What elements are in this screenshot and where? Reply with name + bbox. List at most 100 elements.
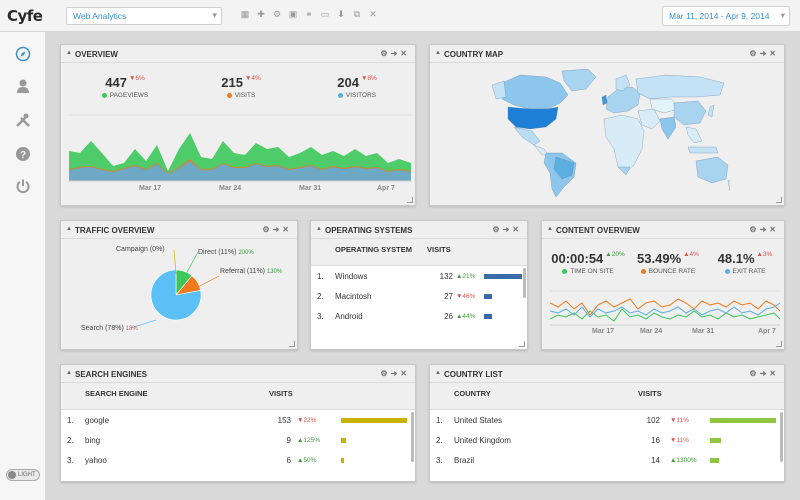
close-icon[interactable]: ✕ [369, 9, 377, 19]
widget-header[interactable]: ▲ OPERATING SYSTEMS ⚙➜✕ [311, 221, 527, 239]
map-africa[interactable] [603, 114, 645, 174]
scrollbar[interactable] [523, 268, 526, 298]
grid-icon[interactable]: ▦ [240, 9, 250, 19]
link-icon[interactable]: ⚭ [305, 9, 313, 19]
close-icon[interactable]: ✕ [769, 369, 779, 378]
map-mexico[interactable] [513, 126, 541, 146]
download-icon[interactable]: ⬇ [337, 9, 345, 19]
map-new-zealand[interactable] [727, 179, 730, 192]
world-map[interactable] [490, 69, 730, 199]
monitor-icon[interactable]: ▭ [320, 9, 330, 19]
copy-icon[interactable]: ⧉ [353, 9, 361, 19]
collapse-icon[interactable]: ▲ [435, 50, 441, 56]
table-row[interactable]: 2. bing 9 ▲125% [61, 430, 415, 450]
widget-header[interactable]: ▲ SEARCH ENGINES ⚙➜✕ [61, 365, 415, 383]
collapse-icon[interactable]: ▲ [66, 370, 72, 376]
map-south-africa[interactable] [617, 166, 631, 176]
close-icon[interactable]: ✕ [512, 225, 522, 234]
dashboard-select[interactable]: Web Analytics ▾ [66, 7, 222, 25]
power-icon[interactable] [12, 178, 34, 200]
resize-handle[interactable] [407, 197, 413, 203]
map-usa[interactable] [507, 106, 559, 130]
table-row[interactable]: 3. Brazil 14 ▲1300% [430, 450, 784, 470]
column-header-os[interactable]: OPERATING SYSTEM [335, 245, 412, 254]
column-header-visits[interactable]: VISITS [638, 389, 662, 398]
pie-slice-3[interactable] [150, 269, 202, 321]
map-india[interactable] [659, 116, 677, 140]
gear-icon[interactable]: ⚙ [749, 49, 760, 58]
table-row[interactable]: 3. yahoo 6 ▲50% [61, 450, 415, 470]
map-alaska[interactable] [491, 80, 507, 100]
user-icon[interactable] [12, 78, 34, 100]
arrow-right-icon[interactable]: ➜ [759, 225, 770, 234]
table-row[interactable]: 2. United Kingdom 16 ▼11% [430, 430, 784, 450]
map-europe[interactable] [605, 86, 641, 114]
close-icon[interactable]: ✕ [400, 49, 410, 58]
compass-icon[interactable] [12, 46, 34, 68]
table-row[interactable]: 3. Android 26 ▲44% [311, 306, 527, 326]
map-central-asia[interactable] [649, 98, 679, 114]
arrow-right-icon[interactable]: ➜ [759, 369, 770, 378]
collapse-icon[interactable]: ▲ [435, 370, 441, 376]
table-row[interactable]: 1. Windows 132 ▲21% [311, 266, 527, 286]
table-row[interactable]: 2. Macintosh 27 ▼46% [311, 286, 527, 306]
collapse-icon[interactable]: ▲ [66, 50, 72, 56]
widget-header[interactable]: ▲ COUNTRY MAP ⚙➜✕ [430, 45, 784, 63]
table-row[interactable]: 1. google 153 ▼22% [61, 410, 415, 430]
gear-icon[interactable]: ⚙ [272, 9, 282, 19]
resize-handle[interactable] [519, 341, 525, 347]
scrollbar[interactable] [411, 412, 414, 462]
widget-header[interactable]: ▲ OVERVIEW ⚙➜✕ [61, 45, 415, 63]
arrow-right-icon[interactable]: ➜ [272, 225, 283, 234]
help-icon[interactable]: ? [12, 146, 34, 168]
date-range-picker[interactable]: Mar 11, 2014 - Apr 9, 2014 ▾ [662, 6, 790, 26]
map-japan[interactable] [707, 104, 715, 118]
map-uk[interactable] [601, 94, 608, 106]
collapse-icon[interactable]: ▲ [316, 226, 322, 232]
map-china[interactable] [673, 100, 707, 126]
tools-icon[interactable] [12, 112, 34, 134]
map-brazil[interactable] [553, 156, 575, 180]
arrow-right-icon[interactable]: ➜ [390, 369, 401, 378]
table-row[interactable]: 1. United States 102 ▼11% [430, 410, 784, 430]
image-icon[interactable]: ▣ [288, 9, 298, 19]
close-icon[interactable]: ✕ [282, 225, 292, 234]
arrow-right-icon[interactable]: ➜ [759, 49, 770, 58]
collapse-icon[interactable]: ▲ [547, 226, 553, 232]
map-scandinavia[interactable] [615, 74, 631, 92]
plus-icon[interactable]: ✚ [257, 9, 265, 19]
map-middle-east[interactable] [637, 108, 661, 130]
arrow-right-icon[interactable]: ➜ [502, 225, 513, 234]
close-icon[interactable]: ✕ [769, 225, 779, 234]
gear-icon[interactable]: ⚙ [380, 369, 391, 378]
arrow-right-icon[interactable]: ➜ [390, 49, 401, 58]
gear-icon[interactable]: ⚙ [492, 225, 503, 234]
collapse-icon[interactable]: ▲ [66, 226, 72, 232]
map-greenland[interactable] [561, 69, 597, 92]
cyfe-logo[interactable]: Cyfe [7, 7, 43, 25]
column-header-visits[interactable]: VISITS [269, 389, 293, 398]
gear-icon[interactable]: ⚙ [749, 225, 760, 234]
widget-header[interactable]: ▲ COUNTRY LIST ⚙➜✕ [430, 365, 784, 383]
map-russia[interactable] [635, 74, 725, 100]
scrollbar[interactable] [780, 412, 783, 462]
theme-toggle[interactable]: LIGHT [6, 469, 40, 481]
row-bar [341, 418, 407, 423]
resize-handle[interactable] [776, 197, 782, 203]
resize-handle[interactable] [776, 341, 782, 347]
gear-icon[interactable]: ⚙ [380, 49, 391, 58]
resize-handle[interactable] [289, 341, 295, 347]
column-header-country[interactable]: COUNTRY [454, 389, 491, 398]
column-header-visits[interactable]: VISITS [427, 245, 451, 254]
widget-header[interactable]: ▲ CONTENT OVERVIEW ⚙➜✕ [542, 221, 784, 239]
widget-header[interactable]: ▲ TRAFFIC OVERVIEW ⚙➜✕ [61, 221, 297, 239]
gear-icon[interactable]: ⚙ [749, 369, 760, 378]
gear-icon[interactable]: ⚙ [262, 225, 273, 234]
map-southeast-asia[interactable] [685, 126, 703, 144]
close-icon[interactable]: ✕ [769, 49, 779, 58]
map-indonesia[interactable] [687, 146, 719, 154]
map-canada[interactable] [501, 74, 569, 110]
map-australia[interactable] [695, 156, 729, 184]
column-header-search-engine[interactable]: SEARCH ENGINE [85, 389, 148, 398]
close-icon[interactable]: ✕ [400, 369, 410, 378]
